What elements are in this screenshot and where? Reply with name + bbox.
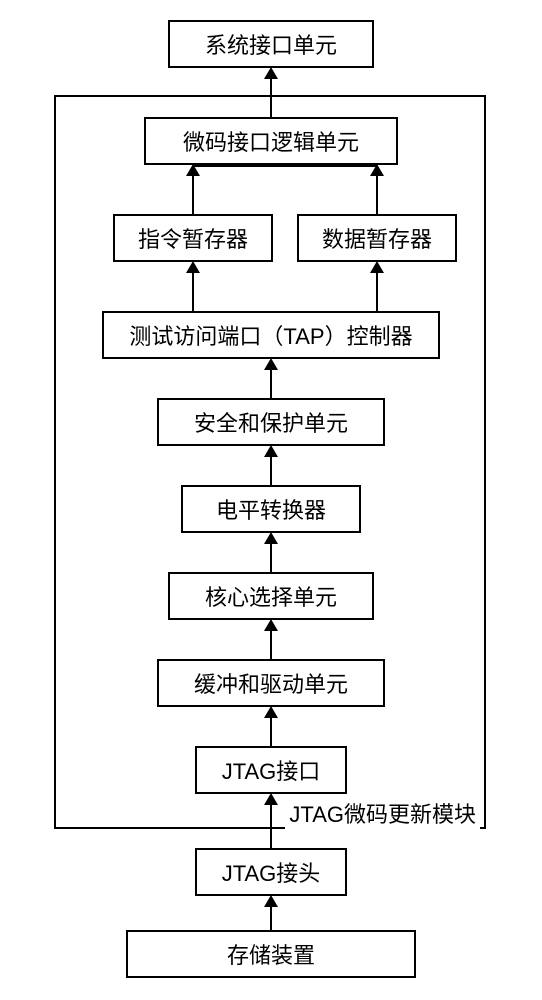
node-instruction-register: 指令暂存器 [113,214,273,262]
node-data-register: 数据暂存器 [297,214,457,262]
node-label: 核心选择单元 [205,580,337,612]
edge-connector [193,311,377,313]
node-microcode-interface-logic-unit: 微码接口逻辑单元 [144,117,398,165]
node-jtag-header: JTAG接头 [195,848,347,896]
node-tap-controller: 测试访问端口（TAP）控制器 [102,311,440,359]
node-system-interface-unit: 系统接口单元 [168,20,374,68]
node-label: 存储装置 [227,938,315,970]
node-core-select-unit: 核心选择单元 [168,572,374,620]
node-label: 电平转换器 [216,493,326,525]
node-label: JTAG接头 [222,856,321,888]
node-jtag-interface: JTAG接口 [195,746,347,794]
node-security-protection-unit: 安全和保护单元 [157,398,385,446]
node-level-converter: 电平转换器 [181,485,361,533]
node-label: 数据暂存器 [322,222,432,254]
node-label: 系统接口单元 [205,28,337,60]
node-storage-device: 存储装置 [126,930,416,978]
node-label: 指令暂存器 [138,222,248,254]
module-frame-label-text: JTAG微码更新模块 [289,802,476,827]
node-label: 测试访问端口（TAP）控制器 [129,319,412,351]
node-buffer-drive-unit: 缓冲和驱动单元 [157,659,385,707]
node-label: 安全和保护单元 [194,406,348,438]
edge-connector [193,165,377,167]
flowchart-diagram: 系统接口单元 微码接口逻辑单元 指令暂存器 数据暂存器 测试访问端口（TAP）控… [0,0,542,1000]
node-label: JTAG接口 [222,754,321,786]
node-label: 微码接口逻辑单元 [183,125,359,157]
module-frame-label: JTAG微码更新模块 [285,797,480,829]
node-label: 缓冲和驱动单元 [194,667,348,699]
